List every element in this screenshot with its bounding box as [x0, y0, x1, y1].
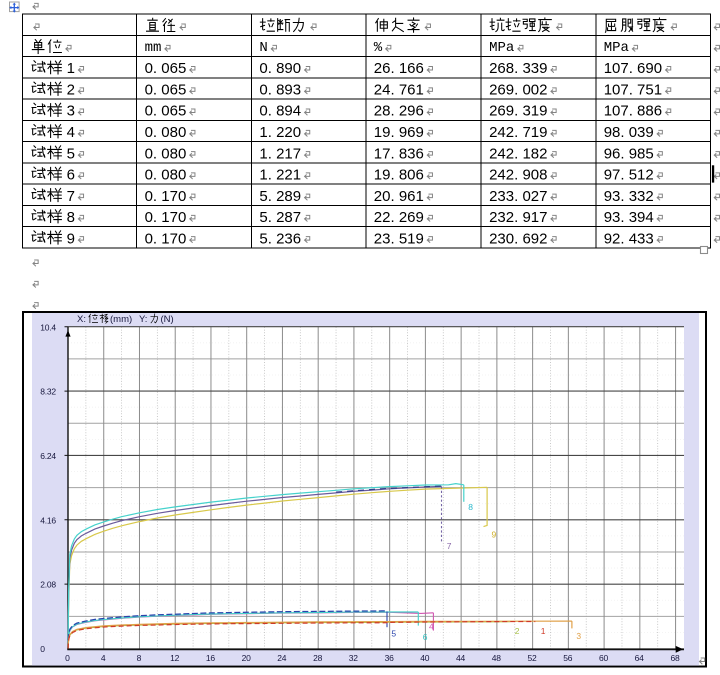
svg-text:28. 296: 28. 296 — [374, 103, 424, 120]
svg-text:5. 236: 5. 236 — [259, 230, 301, 247]
svg-text:26. 166: 26. 166 — [374, 60, 424, 77]
svg-text:28: 28 — [313, 653, 323, 663]
svg-text:4: 4 — [67, 124, 75, 141]
svg-text:X:: X: — [77, 314, 86, 325]
svg-text:7: 7 — [67, 188, 75, 205]
svg-text:93. 394: 93. 394 — [604, 209, 654, 226]
svg-text:5: 5 — [391, 629, 396, 639]
svg-text:96. 985: 96. 985 — [604, 145, 654, 162]
svg-text:16: 16 — [206, 653, 216, 663]
svg-text:4.16: 4.16 — [40, 515, 56, 525]
svg-text:19. 969: 19. 969 — [374, 124, 424, 141]
svg-text:0. 080: 0. 080 — [145, 145, 187, 162]
svg-text:(mm): (mm) — [110, 314, 132, 325]
svg-text:0. 170: 0. 170 — [145, 230, 187, 247]
svg-text:68: 68 — [670, 653, 680, 663]
svg-text:5. 287: 5. 287 — [259, 209, 301, 226]
svg-text:92. 433: 92. 433 — [604, 230, 654, 247]
svg-text:12: 12 — [170, 653, 180, 663]
svg-text:1: 1 — [67, 60, 75, 77]
svg-text:5. 289: 5. 289 — [259, 188, 301, 205]
svg-text:1. 220: 1. 220 — [259, 124, 301, 141]
svg-text:40: 40 — [420, 653, 430, 663]
svg-text:8: 8 — [67, 209, 75, 226]
svg-text:8: 8 — [137, 653, 142, 663]
svg-text:107. 690: 107. 690 — [604, 60, 662, 77]
svg-text:0. 065: 0. 065 — [145, 103, 187, 120]
svg-text:8: 8 — [468, 502, 473, 512]
svg-text:32: 32 — [349, 653, 359, 663]
svg-text:24. 761: 24. 761 — [374, 82, 424, 99]
svg-text:242. 719: 242. 719 — [489, 124, 547, 141]
svg-text:52: 52 — [527, 653, 537, 663]
svg-text:0: 0 — [65, 653, 70, 663]
svg-text:17. 836: 17. 836 — [374, 145, 424, 162]
svg-text:MPa: MPa — [489, 40, 514, 56]
svg-text:2: 2 — [67, 82, 75, 99]
svg-text:107. 886: 107. 886 — [604, 103, 662, 120]
svg-text:64: 64 — [635, 653, 645, 663]
svg-text:268. 339: 268. 339 — [489, 60, 547, 77]
svg-text:9: 9 — [67, 230, 75, 247]
svg-text:20: 20 — [242, 653, 252, 663]
svg-text:0. 080: 0. 080 — [145, 167, 187, 184]
svg-text:232. 917: 232. 917 — [489, 209, 547, 226]
svg-text:6: 6 — [423, 632, 428, 642]
svg-text:0. 170: 0. 170 — [145, 188, 187, 205]
svg-text:1. 217: 1. 217 — [259, 145, 301, 162]
svg-text:56: 56 — [563, 653, 573, 663]
svg-text:0. 894: 0. 894 — [259, 103, 301, 120]
svg-text:1. 221: 1. 221 — [259, 167, 301, 184]
svg-text:2: 2 — [515, 626, 520, 636]
svg-text:0. 893: 0. 893 — [259, 82, 301, 99]
svg-text:6.24: 6.24 — [40, 451, 56, 461]
svg-text:93. 332: 93. 332 — [604, 188, 654, 205]
svg-text:230. 692: 230. 692 — [489, 230, 547, 247]
svg-text:19. 806: 19. 806 — [374, 167, 424, 184]
svg-text:4: 4 — [429, 621, 434, 631]
svg-text:98. 039: 98. 039 — [604, 124, 654, 141]
svg-text:44: 44 — [456, 653, 466, 663]
svg-text:5: 5 — [67, 145, 75, 162]
svg-text:0. 080: 0. 080 — [145, 124, 187, 141]
svg-text:%: % — [374, 40, 383, 56]
svg-text:10.4: 10.4 — [40, 322, 56, 332]
svg-text:N: N — [259, 40, 267, 56]
svg-text:MPa: MPa — [604, 40, 629, 56]
svg-text:0. 065: 0. 065 — [145, 82, 187, 99]
svg-text:242. 908: 242. 908 — [489, 167, 547, 184]
svg-text:233. 027: 233. 027 — [489, 188, 547, 205]
svg-text:269. 319: 269. 319 — [489, 103, 547, 120]
svg-text:242. 182: 242. 182 — [489, 145, 547, 162]
svg-text:4: 4 — [101, 653, 106, 663]
svg-text:107. 751: 107. 751 — [604, 82, 662, 99]
svg-text:6: 6 — [67, 167, 75, 184]
svg-text:0. 890: 0. 890 — [259, 60, 301, 77]
svg-text:mm: mm — [145, 40, 162, 56]
svg-text:(N): (N) — [161, 314, 174, 325]
svg-text:24: 24 — [277, 653, 287, 663]
svg-text:0: 0 — [40, 644, 45, 654]
svg-text:36: 36 — [385, 653, 395, 663]
svg-text:23. 519: 23. 519 — [374, 230, 424, 247]
svg-text:9: 9 — [492, 530, 497, 540]
svg-text:7: 7 — [447, 541, 452, 551]
svg-text:48: 48 — [492, 653, 502, 663]
svg-text:1: 1 — [541, 626, 546, 636]
svg-text:3: 3 — [67, 103, 75, 120]
svg-text:269. 002: 269. 002 — [489, 82, 547, 99]
svg-text:22. 269: 22. 269 — [374, 209, 424, 226]
svg-text:20. 961: 20. 961 — [374, 188, 424, 205]
svg-text:Y:: Y: — [139, 314, 147, 325]
svg-text:0. 170: 0. 170 — [145, 209, 187, 226]
svg-text:97. 512: 97. 512 — [604, 167, 654, 184]
svg-text:60: 60 — [599, 653, 609, 663]
svg-text:0. 065: 0. 065 — [145, 60, 187, 77]
svg-text:3: 3 — [576, 631, 581, 641]
svg-text:2.08: 2.08 — [40, 580, 56, 590]
svg-text:8.32: 8.32 — [40, 387, 56, 397]
